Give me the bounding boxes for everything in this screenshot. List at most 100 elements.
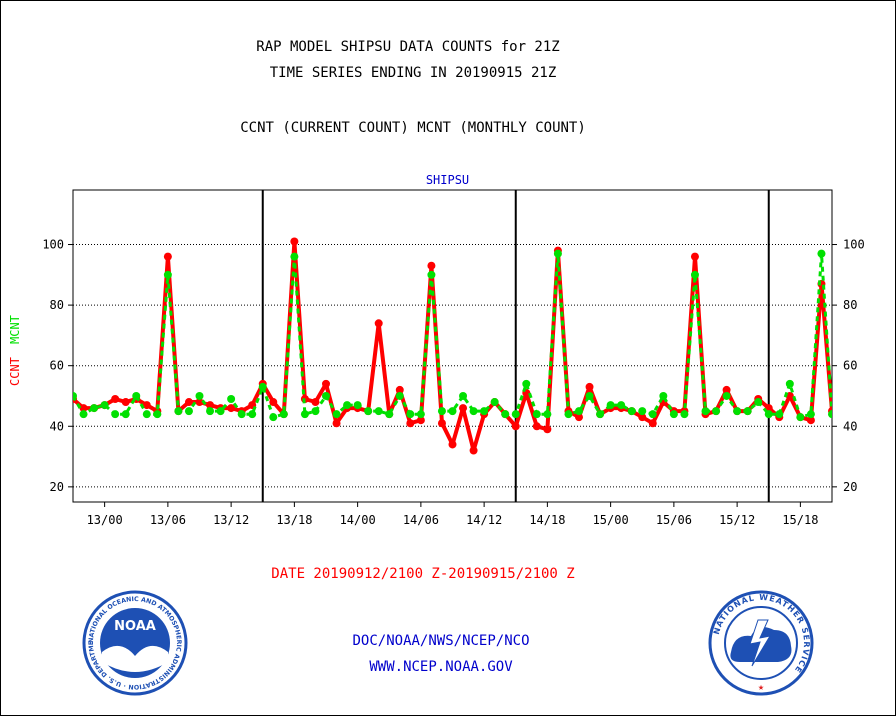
series-point-mcnt: [490, 398, 499, 407]
series-point-mcnt: [153, 410, 162, 419]
series-point-ccnt: [806, 416, 815, 425]
series-point-ccnt: [437, 419, 446, 428]
series-point-mcnt: [100, 401, 109, 410]
series-point-ccnt: [374, 319, 383, 328]
series-point-mcnt: [0, 407, 4, 415]
series-point-mcnt: [0, 392, 4, 400]
series-point-ccnt: [0, 392, 4, 400]
series-point-mcnt: [712, 407, 721, 416]
chart-title-line1: RAP MODEL SHIPSU DATA COUNTS for 21Z: [256, 39, 560, 55]
series-point-mcnt: [638, 407, 647, 416]
series-point-ccnt: [0, 428, 4, 436]
series-point-ccnt: [448, 440, 457, 449]
series-point-mcnt: [764, 410, 773, 419]
series-point-mcnt: [754, 398, 763, 407]
nws-lightning-icon: [749, 619, 772, 667]
series-point-ccnt: [469, 446, 478, 455]
series-point-mcnt: [374, 407, 383, 416]
series-point-mcnt: [290, 252, 299, 261]
noaa-inner-text: NOAA: [114, 619, 156, 634]
series-line-mcnt: [73, 252, 832, 419]
series-point-ccnt: [206, 401, 215, 410]
series-point-ccnt: [290, 237, 299, 246]
series-point-mcnt: [596, 410, 605, 419]
series-point-ccnt: [269, 398, 278, 407]
agency-text: DOC/NOAA/NWS/NCEP/NCO: [352, 633, 530, 649]
series-point-mcnt: [680, 410, 689, 419]
series-point-ccnt: [575, 413, 583, 422]
series-point-ccnt: [585, 382, 594, 391]
series-point-mcnt: [437, 407, 446, 416]
series-point-mcnt: [796, 413, 805, 422]
y-tick-label-right: 60: [843, 359, 857, 373]
ylabel-ccnt: CCNT: [8, 357, 22, 386]
series-point-ccnt: [111, 395, 120, 404]
series-point-mcnt: [90, 404, 99, 413]
x-tick-label: 14/06: [403, 513, 439, 527]
series-point-ccnt: [427, 261, 436, 270]
plot-frame: [72, 189, 833, 503]
x-tick-label: 15/06: [656, 513, 692, 527]
series-point-mcnt: [543, 410, 552, 419]
series-point-mcnt: [469, 407, 478, 416]
series-point-ccnt: [543, 425, 552, 434]
series-point-mcnt: [648, 410, 657, 419]
x-tick-label: 15/00: [593, 513, 629, 527]
series-point-ccnt: [395, 385, 404, 394]
series-point-ccnt: [416, 416, 425, 425]
series-point-mcnt: [343, 401, 352, 410]
series-point-mcnt: [300, 410, 309, 419]
series-point-mcnt: [111, 410, 120, 419]
x-tick-label: 13/18: [276, 513, 312, 527]
panel-title: SHIPSU: [426, 173, 469, 187]
y-tick-label-right: 20: [843, 480, 857, 494]
y-tick-label-left: 80: [50, 298, 64, 312]
series-point-mcnt: [606, 401, 615, 410]
series-point-mcnt: [806, 410, 815, 419]
series-point-mcnt: [553, 249, 562, 258]
series-point-mcnt: [258, 382, 267, 391]
series-point-mcnt: [480, 407, 489, 416]
series-point-mcnt: [248, 410, 257, 419]
x-tick-label: 14/12: [466, 513, 502, 527]
y-tick-label-left: 40: [50, 419, 64, 433]
series-point-ccnt: [638, 413, 647, 422]
series-point-ccnt: [142, 401, 151, 410]
series-point-mcnt: [174, 407, 183, 416]
x-tick-label: 15/12: [719, 513, 755, 527]
series-point-mcnt: [395, 391, 404, 400]
series-point-ccnt: [227, 404, 236, 413]
series-point-mcnt: [227, 395, 236, 404]
x-tick-label: 13/12: [213, 513, 249, 527]
series-point-mcnt: [163, 270, 172, 279]
series-point-mcnt: [132, 391, 141, 400]
series-point-mcnt: [279, 410, 288, 419]
series-point-mcnt: [385, 410, 394, 419]
series-point-ccnt: [311, 398, 320, 407]
series-point-mcnt: [564, 410, 573, 419]
y-tick-label-left: 60: [50, 359, 64, 373]
series-point-mcnt: [532, 410, 541, 419]
series-point-mcnt: [353, 401, 362, 410]
series-point-ccnt: [406, 419, 415, 428]
series-point-mcnt: [195, 391, 204, 400]
series-point-mcnt: [501, 410, 510, 419]
y-tick-label-right: 40: [843, 419, 857, 433]
y-tick-label-left: 20: [50, 480, 64, 494]
series-point-mcnt: [142, 410, 151, 419]
nws-star-icon: ★: [758, 682, 764, 693]
series-point-ccnt: [195, 398, 204, 407]
series-point-mcnt: [73, 391, 77, 400]
series-point-mcnt: [184, 407, 193, 416]
series-point-mcnt: [575, 407, 583, 416]
series-point-ccnt: [648, 419, 657, 428]
series-point-mcnt: [459, 391, 468, 400]
chart-title-line2: TIME SERIES ENDING IN 20190915 21Z: [269, 65, 557, 81]
series-point-mcnt: [817, 249, 826, 258]
series-point-mcnt: [79, 410, 88, 419]
series-point-ccnt: [511, 422, 520, 431]
date-range: DATE 20190912/2100 Z-20190915/2100 Z: [271, 566, 575, 582]
website-text: WWW.NCEP.NOAA.GOV: [369, 659, 513, 675]
